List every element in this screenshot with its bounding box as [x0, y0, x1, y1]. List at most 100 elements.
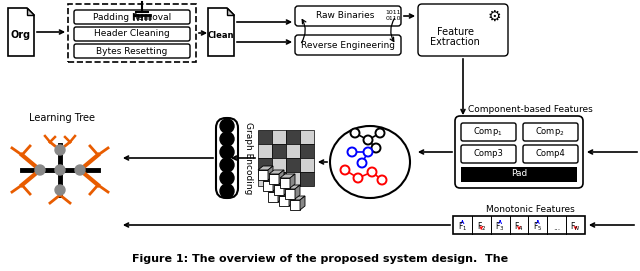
FancyBboxPatch shape	[523, 123, 578, 141]
Polygon shape	[263, 177, 278, 181]
Bar	[258, 172, 272, 186]
Text: F$_1$: F$_1$	[458, 221, 467, 233]
Text: ⚙: ⚙	[487, 8, 501, 24]
Bar	[286, 172, 300, 186]
Polygon shape	[258, 166, 273, 170]
Text: Graph Encoding: Graph Encoding	[243, 122, 253, 194]
Text: Feature: Feature	[436, 27, 474, 37]
Bar	[272, 172, 286, 186]
FancyBboxPatch shape	[74, 10, 190, 24]
Bar	[258, 158, 272, 172]
Text: Org: Org	[11, 30, 31, 40]
Polygon shape	[290, 196, 305, 200]
Polygon shape	[279, 192, 294, 196]
Circle shape	[371, 144, 381, 153]
Text: Comp3: Comp3	[473, 150, 503, 159]
Circle shape	[364, 147, 372, 156]
Circle shape	[220, 145, 234, 159]
Polygon shape	[295, 185, 300, 199]
Text: F$_4$: F$_4$	[514, 221, 524, 233]
Circle shape	[364, 136, 372, 144]
Polygon shape	[208, 8, 234, 56]
Text: Learning Tree: Learning Tree	[29, 113, 95, 123]
Bar	[272, 158, 286, 172]
Polygon shape	[285, 185, 300, 189]
Text: Comp4: Comp4	[535, 150, 565, 159]
Polygon shape	[280, 174, 295, 178]
Bar	[453, 216, 585, 234]
Polygon shape	[268, 166, 273, 180]
Polygon shape	[289, 192, 294, 206]
Circle shape	[55, 145, 65, 155]
Bar	[272, 144, 286, 158]
Text: Comp$_2$: Comp$_2$	[535, 125, 565, 138]
FancyBboxPatch shape	[295, 6, 401, 26]
Bar	[286, 158, 300, 172]
Polygon shape	[27, 8, 34, 15]
Bar	[68, 4, 196, 62]
Bar	[258, 130, 272, 144]
Circle shape	[358, 159, 367, 167]
Polygon shape	[269, 170, 284, 174]
Text: Padding Removal: Padding Removal	[93, 12, 171, 21]
Bar	[461, 167, 577, 182]
Bar	[286, 144, 300, 158]
Circle shape	[220, 158, 234, 172]
Polygon shape	[273, 177, 278, 191]
Circle shape	[378, 176, 387, 185]
Circle shape	[351, 128, 360, 137]
Text: Bytes Resetting: Bytes Resetting	[96, 47, 168, 56]
Bar	[274, 185, 284, 195]
Text: ...: ...	[553, 222, 560, 231]
Text: Reverse Engineering: Reverse Engineering	[301, 40, 395, 50]
Bar	[300, 172, 314, 186]
Bar	[280, 178, 290, 188]
Text: Component-based Features: Component-based Features	[468, 105, 593, 115]
Circle shape	[220, 171, 234, 185]
Bar	[258, 144, 272, 158]
Text: 0110: 0110	[385, 17, 401, 21]
Polygon shape	[284, 181, 289, 195]
FancyBboxPatch shape	[523, 145, 578, 163]
Polygon shape	[227, 8, 234, 15]
Text: Header Cleaning: Header Cleaning	[94, 30, 170, 38]
Bar	[263, 181, 273, 191]
Text: Extraction: Extraction	[430, 37, 480, 47]
Text: F$_N$: F$_N$	[570, 221, 580, 233]
Circle shape	[220, 119, 234, 133]
Text: F$_5$: F$_5$	[533, 221, 543, 233]
Circle shape	[220, 132, 234, 146]
Polygon shape	[274, 181, 289, 185]
Bar	[285, 189, 295, 199]
Circle shape	[367, 167, 376, 176]
Polygon shape	[278, 188, 283, 202]
Polygon shape	[300, 196, 305, 210]
FancyBboxPatch shape	[74, 44, 190, 58]
Circle shape	[348, 147, 356, 156]
Bar	[290, 200, 300, 210]
Circle shape	[340, 166, 349, 175]
Text: Pad: Pad	[511, 169, 527, 179]
Text: F$_3$: F$_3$	[495, 221, 505, 233]
Bar	[300, 158, 314, 172]
FancyBboxPatch shape	[295, 35, 401, 55]
Circle shape	[55, 185, 65, 195]
FancyBboxPatch shape	[74, 27, 190, 41]
Bar	[279, 196, 289, 206]
Bar	[268, 192, 278, 202]
Text: Comp$_1$: Comp$_1$	[473, 125, 503, 138]
Text: Monotonic Features: Monotonic Features	[486, 205, 574, 215]
Polygon shape	[279, 170, 284, 184]
Polygon shape	[8, 8, 34, 56]
Bar	[286, 130, 300, 144]
Circle shape	[55, 165, 65, 175]
Circle shape	[75, 165, 85, 175]
Bar	[258, 170, 268, 180]
Bar	[269, 174, 279, 184]
Text: Raw Binaries: Raw Binaries	[316, 11, 374, 21]
FancyBboxPatch shape	[418, 4, 508, 56]
Ellipse shape	[330, 126, 410, 198]
FancyBboxPatch shape	[461, 123, 516, 141]
Circle shape	[35, 165, 45, 175]
Bar	[272, 130, 286, 144]
